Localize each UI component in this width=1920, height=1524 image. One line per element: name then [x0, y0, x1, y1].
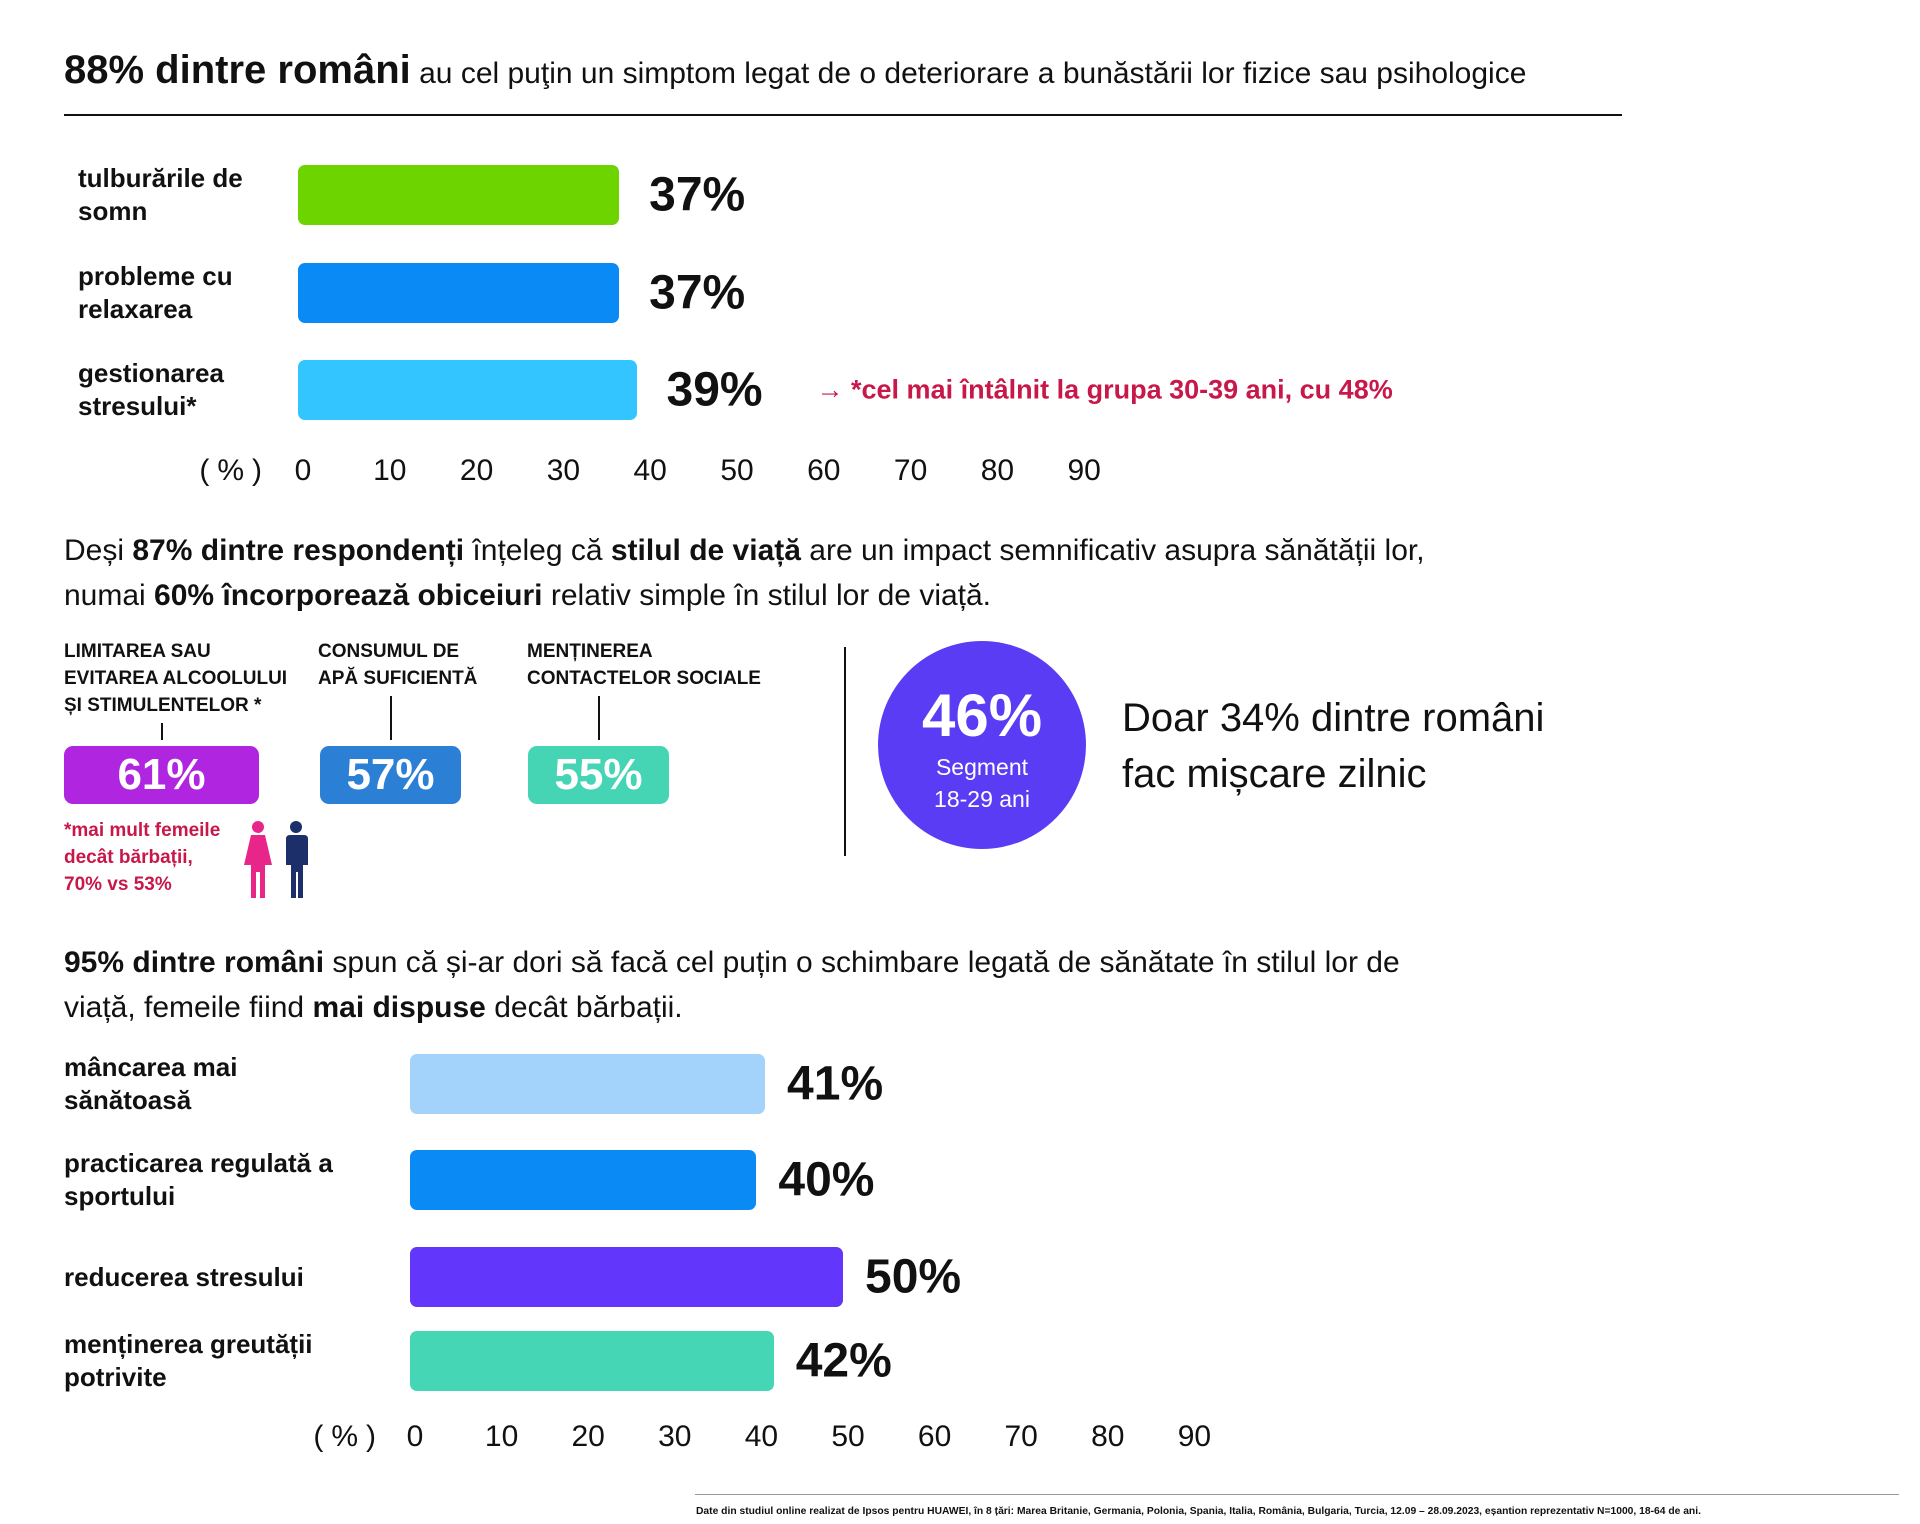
x-tick-label: 40 [633, 454, 667, 487]
title-rule [64, 114, 1622, 116]
daily-line: Doar 34% dintre români [1122, 696, 1545, 740]
segment-circle: 46% Segment 18-29 ani [878, 641, 1086, 849]
value-label: 42% [795, 1334, 892, 1388]
annotation: → *cel mai întâlnit la grupa 30-39 ani, … [816, 374, 1393, 405]
x-tick-label: 50 [720, 454, 754, 487]
note-line: *mai mult femeile [64, 820, 221, 841]
category-label: practicarea regulată a sportului [64, 1148, 333, 1211]
text: relativ simple în stilul lor de viață. [542, 579, 992, 612]
habit-label: CONSUMUL DE [318, 641, 460, 662]
text-bold: mai dispuse [312, 991, 486, 1024]
habit-label: LIMITAREA SAU [64, 641, 211, 662]
x-tick-label: 0 [406, 1420, 424, 1453]
x-tick-label: 40 [744, 1420, 779, 1453]
value-label: 41% [787, 1057, 884, 1111]
bar [410, 1150, 757, 1210]
text: decât bărbații. [485, 991, 683, 1024]
x-tick-label: 20 [571, 1420, 605, 1453]
daily-text: Doar 34% dintre români fac mișcare zilni… [1122, 690, 1544, 802]
habit-stem [160, 723, 163, 740]
daily-line: fac mișcare zilnic [1122, 752, 1427, 796]
text: are un impact semnificativ asupra sănătă… [800, 534, 1425, 567]
x-tick-label: 90 [1067, 454, 1101, 487]
value-label: 39% [666, 363, 763, 417]
x-tick-label: 50 [831, 1420, 865, 1453]
text-bold: 95% dintre români [64, 946, 325, 979]
category-label: probleme cu relaxarea [78, 261, 233, 324]
category-label: tulburările de somn [78, 163, 243, 226]
text-bold: 60% încorporează obiceiuri [154, 579, 543, 612]
category-label: mâncarea mai sănătoasă [64, 1052, 238, 1115]
habit-badge: 61% [64, 746, 259, 804]
value-label: 37% [649, 266, 746, 320]
bar [298, 165, 620, 225]
x-tick-label: 80 [980, 454, 1015, 487]
habit-note: *mai mult femeile decât bărbații, 70% vs… [64, 817, 220, 898]
x-tick-label: 10 [484, 1420, 519, 1453]
habit-label: CONTACTELOR SOCIALE [527, 668, 761, 689]
x-tick-label: 90 [1177, 1420, 1212, 1453]
divider [844, 647, 846, 856]
bar [410, 1054, 766, 1114]
text: înțeleg că [464, 534, 611, 567]
x-tick-label: 30 [658, 1420, 692, 1453]
change-text: 95% dintre români spun că și-ar dori să … [64, 940, 1400, 1030]
category-label: gestionarea stresului* [78, 358, 224, 421]
habit-label: ȘI STIMULENTELOR * [64, 695, 262, 716]
x-tick-label: 0 [294, 454, 312, 487]
circle-line: 18-29 ani [934, 786, 1030, 812]
text: spun că și-ar dori să facă cel puțin o s… [324, 946, 1400, 979]
habit-label: EVITAREA ALCOOLULUI [64, 668, 288, 689]
x-axis-label: (%) [313, 1420, 384, 1453]
title-bold: 88% dintre români [64, 48, 411, 92]
value-label: 40% [778, 1153, 875, 1207]
habit-label: MENȚINEREA [527, 641, 653, 662]
text: Deși [64, 534, 133, 567]
title-rest: au cel puţin un simptom legat de o deter… [419, 57, 1527, 90]
bar [410, 1331, 774, 1391]
category-label: reducerea stresului [64, 1261, 304, 1292]
footnote-rule [695, 1494, 1899, 1495]
x-tick-label: 80 [1091, 1420, 1125, 1453]
habit-badge: 55% [528, 746, 669, 804]
text-bold: stilul de viață [610, 534, 801, 567]
value-label: 50% [865, 1250, 962, 1304]
x-tick-label: 20 [459, 454, 494, 487]
text: numai [64, 579, 155, 612]
footnote: Date din studiul online realizat de Ipso… [696, 1506, 1701, 1517]
bar [410, 1247, 843, 1307]
circle-value: 46% [921, 682, 1043, 749]
x-axis-label: (%) [199, 454, 270, 487]
x-tick-label: 10 [373, 454, 407, 487]
gender-icons [244, 821, 308, 898]
x-tick-label: 60 [807, 454, 841, 487]
value-label: 37% [649, 168, 746, 222]
text-bold: 87% dintre respondenți [132, 534, 465, 567]
habit-stem [597, 696, 600, 740]
bar [298, 263, 620, 323]
category-label: menținerea greutății potrivite [64, 1329, 313, 1392]
note-line: 70% vs 53% [64, 874, 172, 895]
text: viață, femeile fiind [64, 991, 313, 1024]
lifestyle-text: Deși 87% dintre respondenți înțeleg că s… [64, 528, 1425, 618]
x-tick-label: 30 [546, 454, 581, 487]
x-tick-label: 60 [917, 1420, 952, 1453]
circle-line: Segment [935, 754, 1029, 780]
title: 88% dintre români au cel puţin un simpto… [64, 48, 1526, 93]
x-tick-label: 70 [893, 454, 928, 487]
habit-label: APĂ SUFICIENTĂ [318, 668, 478, 689]
note-line: decât bărbații, [64, 847, 193, 868]
bar [298, 360, 637, 420]
x-tick-label: 70 [1004, 1420, 1038, 1453]
habit-stem [389, 696, 392, 740]
habit-badge: 57% [320, 746, 461, 804]
